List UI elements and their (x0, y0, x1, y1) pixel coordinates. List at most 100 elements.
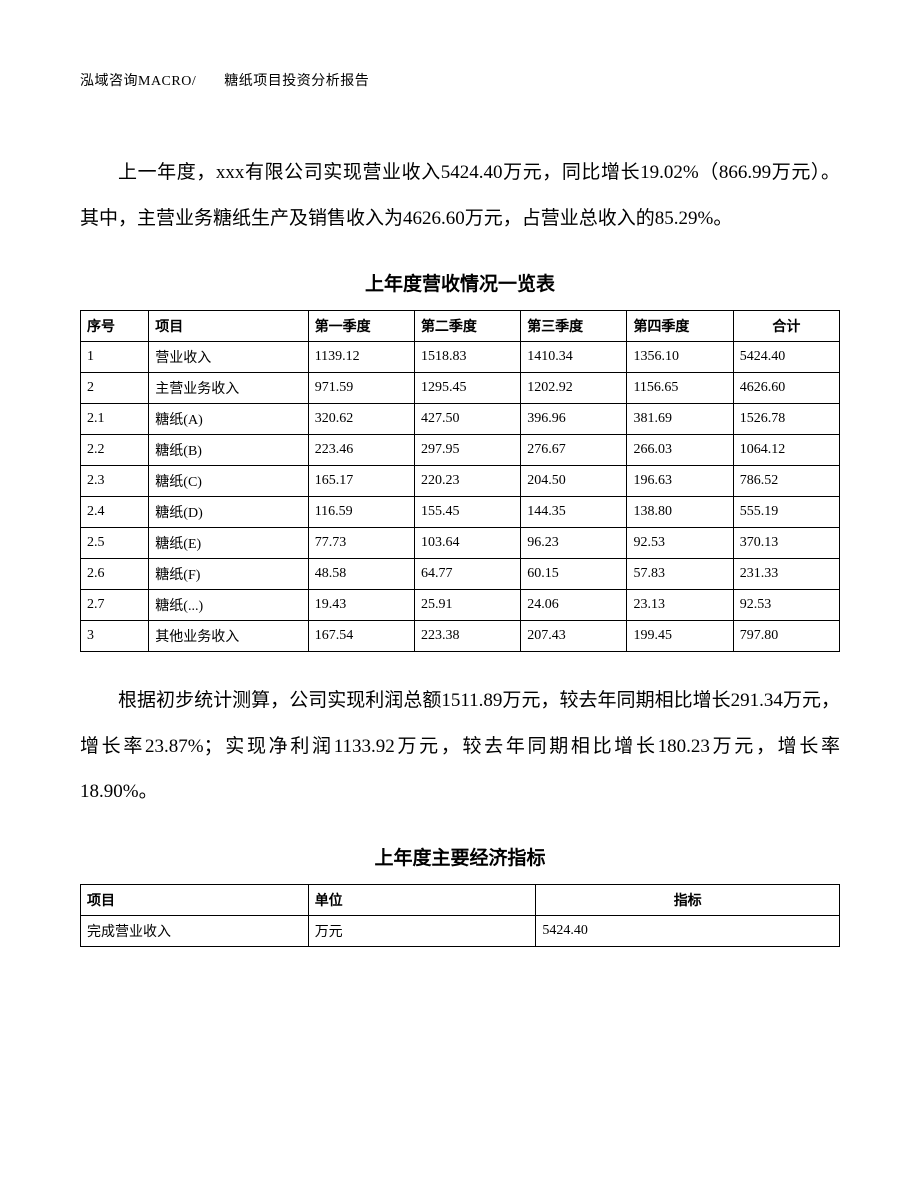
cell-q3: 24.06 (521, 590, 627, 621)
table-row: 1营业收入1139.121518.831410.341356.105424.40 (81, 342, 840, 373)
col-q1: 第一季度 (308, 311, 414, 342)
cell-q3: 207.43 (521, 621, 627, 652)
cell-item: 糖纸(C) (149, 466, 308, 497)
cell-item: 糖纸(D) (149, 497, 308, 528)
col-item: 项目 (149, 311, 308, 342)
table-row: 3其他业务收入167.54223.38207.43199.45797.80 (81, 621, 840, 652)
cell-seq: 2 (81, 373, 149, 404)
cell-q1: 19.43 (308, 590, 414, 621)
cell-q2: 103.64 (414, 528, 520, 559)
cell-item: 糖纸(B) (149, 435, 308, 466)
cell-q4: 381.69 (627, 404, 733, 435)
header-left: 泓域咨询MACRO/ (80, 74, 196, 89)
col-q3: 第三季度 (521, 311, 627, 342)
cell-indicator: 5424.40 (536, 915, 840, 946)
cell-total: 370.13 (733, 528, 839, 559)
table-header-row: 序号 项目 第一季度 第二季度 第三季度 第四季度 合计 (81, 311, 840, 342)
cell-seq: 2.1 (81, 404, 149, 435)
table2-body: 完成营业收入 万元 5424.40 (81, 915, 840, 946)
cell-item: 糖纸(E) (149, 528, 308, 559)
cell-q3: 96.23 (521, 528, 627, 559)
cell-q1: 320.62 (308, 404, 414, 435)
document-page: 泓域咨询MACRO/糖纸项目投资分析报告 上一年度，xxx有限公司实现营业收入5… (0, 0, 920, 1191)
cell-total: 4626.60 (733, 373, 839, 404)
page-header: 泓域咨询MACRO/糖纸项目投资分析报告 (80, 70, 840, 90)
cell-q1: 167.54 (308, 621, 414, 652)
table-row: 完成营业收入 万元 5424.40 (81, 915, 840, 946)
cell-q2: 220.23 (414, 466, 520, 497)
cell-q1: 223.46 (308, 435, 414, 466)
cell-item: 糖纸(F) (149, 559, 308, 590)
cell-q3: 60.15 (521, 559, 627, 590)
cell-q4: 1356.10 (627, 342, 733, 373)
cell-q1: 48.58 (308, 559, 414, 590)
spacer (80, 652, 840, 678)
table-row: 2主营业务收入971.591295.451202.921156.654626.6… (81, 373, 840, 404)
indicator-table: 项目 单位 指标 完成营业收入 万元 5424.40 (80, 884, 840, 947)
table-row: 2.4糖纸(D)116.59155.45144.35138.80555.19 (81, 497, 840, 528)
table-row: 2.6糖纸(F)48.5864.7760.1557.83231.33 (81, 559, 840, 590)
cell-q2: 1295.45 (414, 373, 520, 404)
col-item: 项目 (81, 884, 309, 915)
cell-q4: 57.83 (627, 559, 733, 590)
cell-total: 231.33 (733, 559, 839, 590)
revenue-table: 序号 项目 第一季度 第二季度 第三季度 第四季度 合计 1营业收入1139.1… (80, 310, 840, 652)
cell-total: 1064.12 (733, 435, 839, 466)
cell-total: 786.52 (733, 466, 839, 497)
cell-q2: 427.50 (414, 404, 520, 435)
cell-item: 糖纸(...) (149, 590, 308, 621)
cell-q4: 199.45 (627, 621, 733, 652)
cell-q1: 116.59 (308, 497, 414, 528)
table1-title: 上年度营收情况一览表 (80, 269, 840, 296)
cell-total: 5424.40 (733, 342, 839, 373)
cell-unit: 万元 (308, 915, 536, 946)
cell-q4: 1156.65 (627, 373, 733, 404)
cell-total: 555.19 (733, 497, 839, 528)
table2-title: 上年度主要经济指标 (80, 843, 840, 870)
cell-seq: 2.4 (81, 497, 149, 528)
cell-q4: 92.53 (627, 528, 733, 559)
cell-q3: 396.96 (521, 404, 627, 435)
cell-item: 完成营业收入 (81, 915, 309, 946)
col-indicator: 指标 (536, 884, 840, 915)
col-unit: 单位 (308, 884, 536, 915)
col-q2: 第二季度 (414, 311, 520, 342)
cell-q1: 165.17 (308, 466, 414, 497)
cell-seq: 1 (81, 342, 149, 373)
cell-total: 92.53 (733, 590, 839, 621)
table-row: 2.1糖纸(A)320.62427.50396.96381.691526.78 (81, 404, 840, 435)
cell-q3: 144.35 (521, 497, 627, 528)
table-row: 2.7糖纸(...)19.4325.9124.0623.1392.53 (81, 590, 840, 621)
cell-q2: 297.95 (414, 435, 520, 466)
paragraph-profit: 根据初步统计测算，公司实现利润总额1511.89万元，较去年同期相比增长291.… (80, 678, 840, 815)
header-right: 糖纸项目投资分析报告 (224, 74, 369, 89)
cell-q2: 64.77 (414, 559, 520, 590)
cell-seq: 2.7 (81, 590, 149, 621)
cell-total: 797.80 (733, 621, 839, 652)
cell-seq: 3 (81, 621, 149, 652)
cell-q4: 23.13 (627, 590, 733, 621)
cell-item: 主营业务收入 (149, 373, 308, 404)
table1-body: 1营业收入1139.121518.831410.341356.105424.40… (81, 342, 840, 652)
cell-q3: 1410.34 (521, 342, 627, 373)
cell-q1: 971.59 (308, 373, 414, 404)
cell-q2: 1518.83 (414, 342, 520, 373)
col-total: 合计 (733, 311, 839, 342)
cell-q1: 77.73 (308, 528, 414, 559)
cell-q3: 276.67 (521, 435, 627, 466)
cell-q1: 1139.12 (308, 342, 414, 373)
cell-q2: 155.45 (414, 497, 520, 528)
col-seq: 序号 (81, 311, 149, 342)
table-row: 2.2糖纸(B)223.46297.95276.67266.031064.12 (81, 435, 840, 466)
cell-q4: 266.03 (627, 435, 733, 466)
cell-seq: 2.5 (81, 528, 149, 559)
col-q4: 第四季度 (627, 311, 733, 342)
cell-q4: 196.63 (627, 466, 733, 497)
cell-item: 营业收入 (149, 342, 308, 373)
cell-total: 1526.78 (733, 404, 839, 435)
cell-seq: 2.3 (81, 466, 149, 497)
cell-q3: 204.50 (521, 466, 627, 497)
cell-item: 糖纸(A) (149, 404, 308, 435)
cell-q2: 223.38 (414, 621, 520, 652)
table-row: 2.3糖纸(C)165.17220.23204.50196.63786.52 (81, 466, 840, 497)
